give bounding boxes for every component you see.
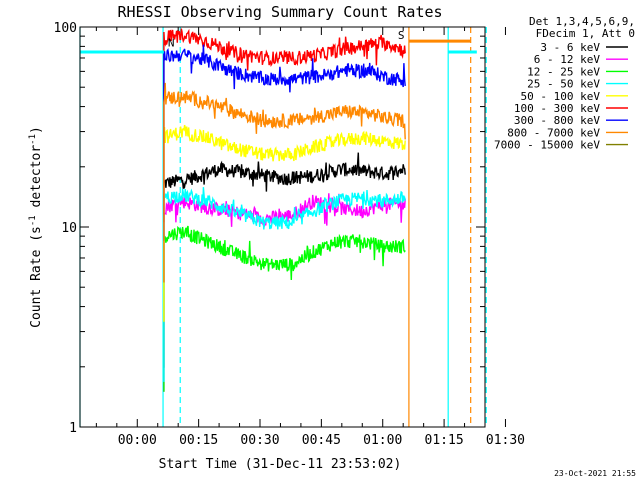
series-line-0	[163, 152, 406, 368]
series-line-7	[163, 82, 406, 283]
legend-label-0: 3 - 6 keV	[540, 41, 600, 54]
series-line-3	[163, 187, 406, 382]
series-line-1	[163, 193, 406, 392]
legend-header-0: Det 1,3,4,5,6,9,	[529, 15, 635, 28]
legend: Det 1,3,4,5,6,9,FDecim 1, Att 03 - 6 keV…	[494, 15, 635, 152]
x-tick-label-3: 00:45	[302, 433, 341, 448]
region-lines	[79, 27, 487, 427]
legend-label-6: 300 - 800 keV	[514, 114, 600, 127]
x-tick-label-0: 00:00	[118, 433, 157, 448]
y-tick-label-1: 10	[61, 221, 77, 236]
series-group	[163, 28, 406, 392]
y-tick-label-0: 1	[69, 421, 77, 436]
legend-label-3: 25 - 50 keV	[527, 78, 600, 91]
legend-label-1: 6 - 12 keV	[534, 53, 601, 66]
y-tick-label-2: 100	[54, 21, 77, 36]
y-label-sup1: -1	[28, 215, 38, 226]
axis-ticks: 00:00 00:15 00:30 00:45 01:00 01:15 01:30 1 10 10…	[54, 21, 526, 448]
legend-label-7: 800 - 7000 keV	[507, 126, 600, 139]
y-axis-label: Count Rate (s-1 detector-1)	[28, 126, 44, 328]
series-line-5	[163, 28, 406, 223]
legend-label-4: 50 - 100 keV	[521, 90, 601, 103]
x-tick-label-5: 01:15	[425, 433, 464, 448]
series-line-4	[163, 124, 406, 322]
x-tick-label-4: 01:00	[363, 433, 402, 448]
annotation-1: S	[398, 29, 405, 42]
x-axis-label: Start Time (31-Dec-11 23:53:02)	[159, 457, 402, 472]
legend-label-5: 100 - 300 keV	[514, 102, 600, 115]
annotation-0: N	[168, 36, 175, 49]
timestamp: 23-Oct-2021 21:55	[554, 469, 636, 478]
series-line-6	[163, 44, 406, 241]
y-label-sup2: -1	[28, 134, 38, 145]
chart-title: RHESSI Observing Summary Count Rates	[117, 3, 442, 21]
annotations: NS	[168, 29, 405, 49]
legend-header-1: FDecim 1, Att 0	[536, 27, 635, 40]
y-label-mid: detector	[29, 145, 44, 216]
legend-label-2: 12 - 25 keV	[527, 65, 600, 78]
series-line-2	[163, 225, 406, 392]
x-tick-label-2: 00:30	[240, 433, 279, 448]
attenuator-bars	[80, 39, 477, 54]
x-tick-label-6: 01:30	[486, 433, 525, 448]
x-tick-label-1: 00:15	[179, 433, 218, 448]
y-label-main: Count Rate (s	[29, 226, 44, 328]
y-label-end: )	[29, 126, 44, 134]
legend-label-8: 7000 - 15000 keV	[494, 139, 600, 152]
